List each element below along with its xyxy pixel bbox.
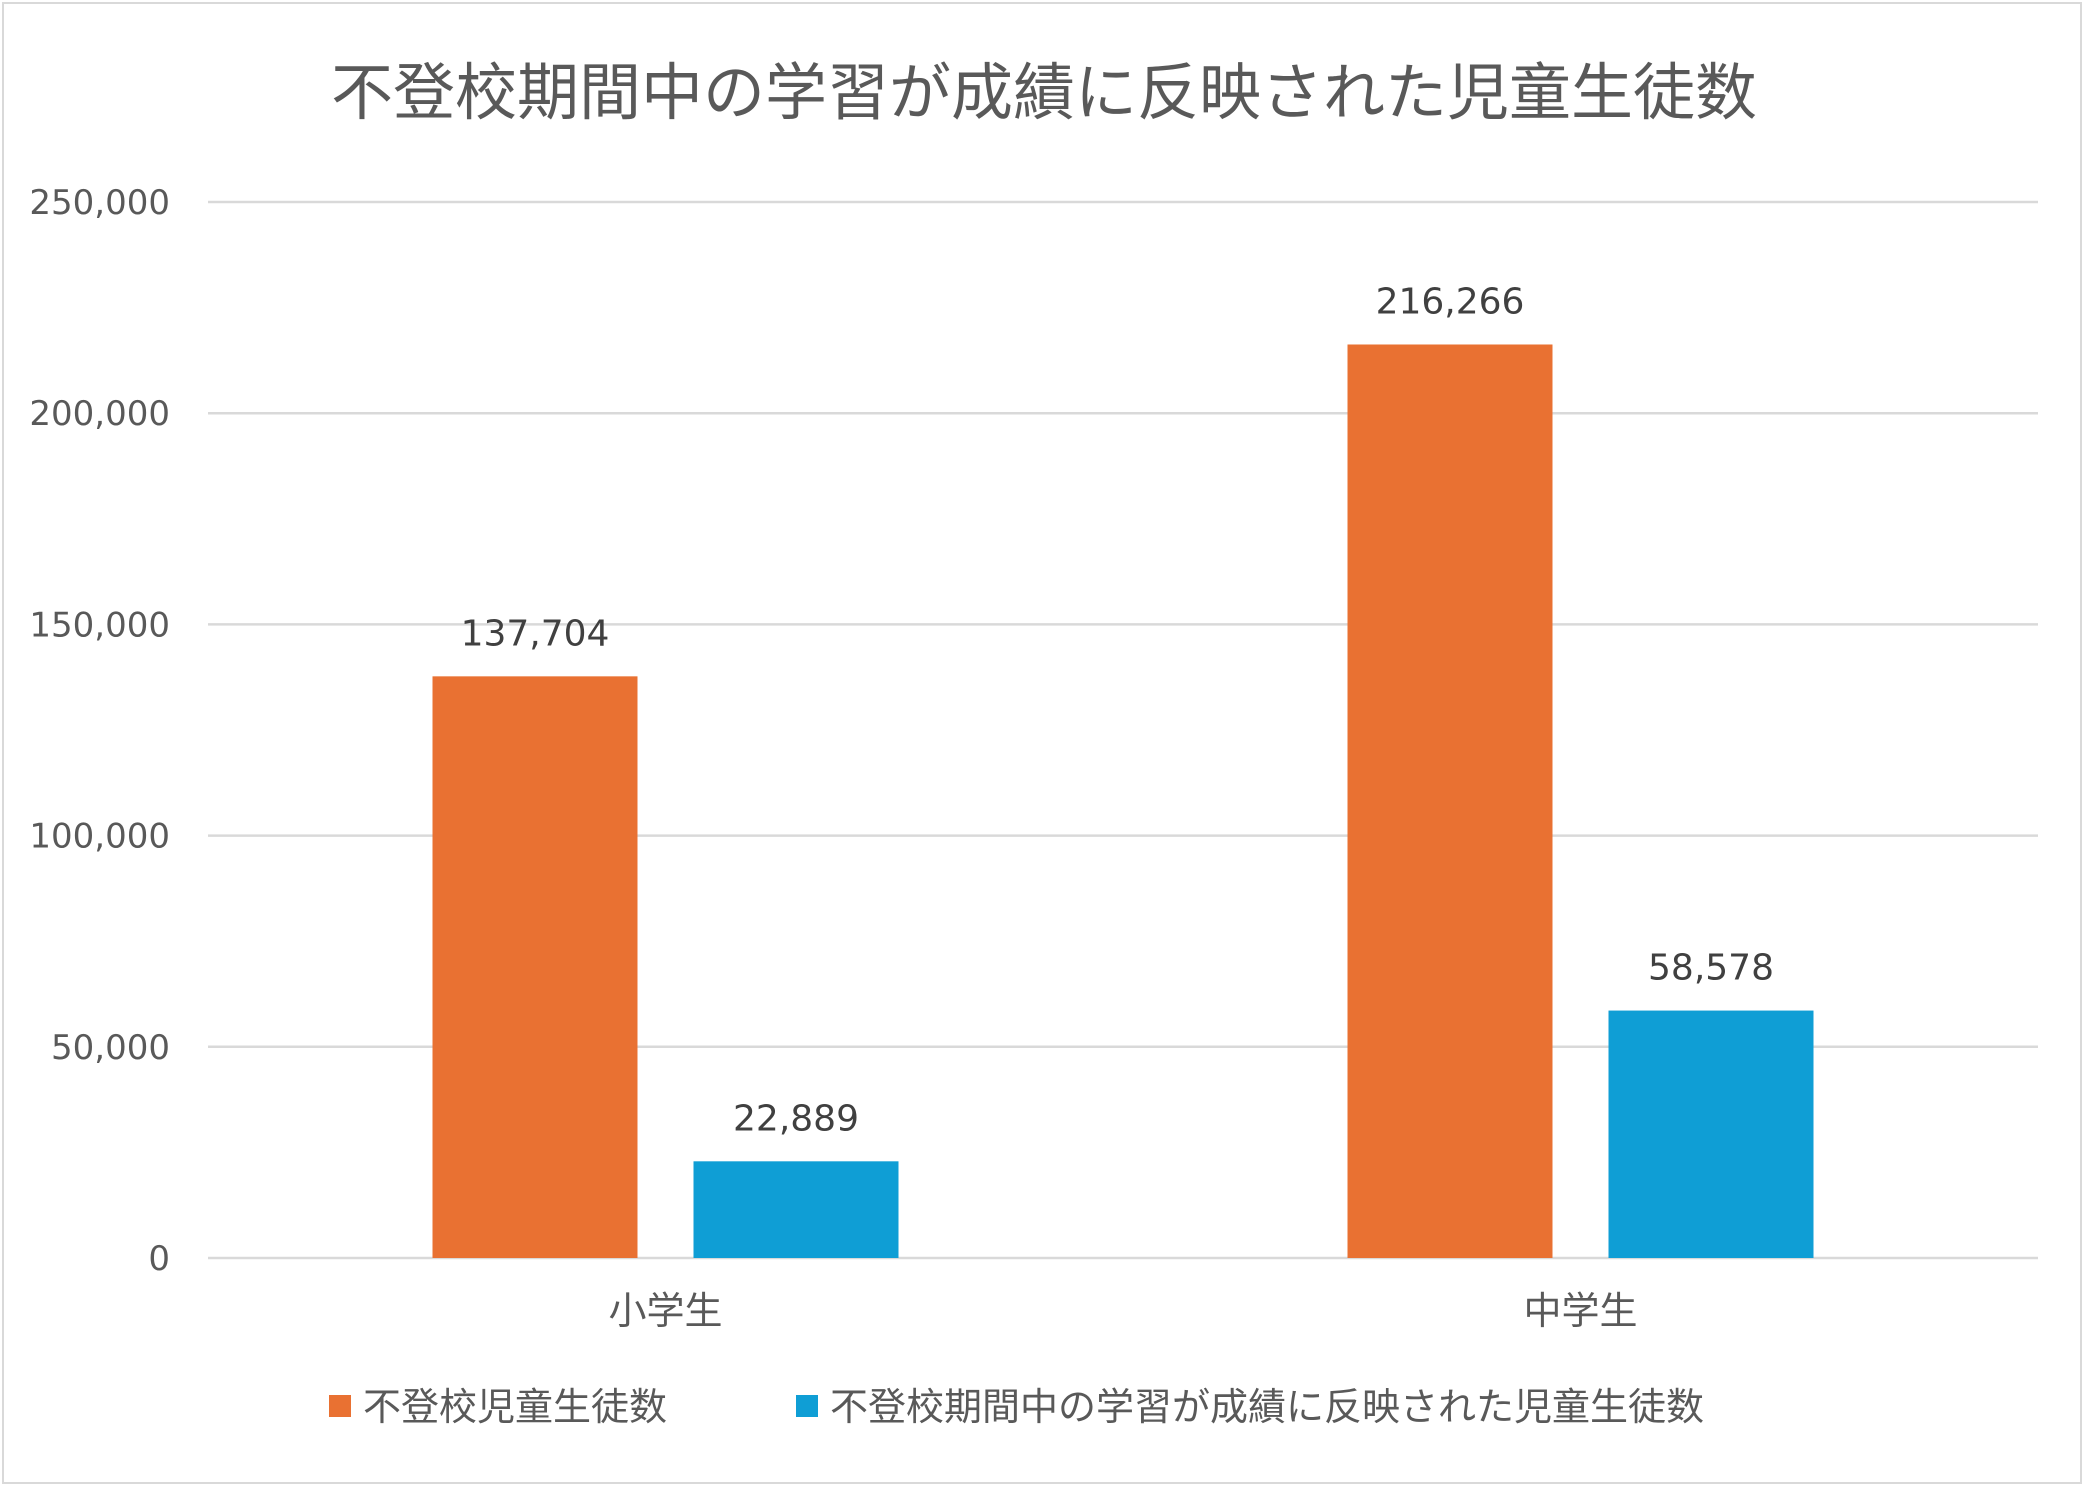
bar-series1-2 [1347, 344, 1553, 1258]
x-category-label: 小学生 [608, 1289, 722, 1333]
data-label: 137,704 [461, 613, 610, 654]
bar-series1-1 [432, 676, 638, 1258]
data-label: 216,266 [1376, 281, 1525, 322]
y-tick-label: 100,000 [29, 817, 170, 857]
legend: 不登校児童生徒数 不登校期間中の学習が成績に反映された児童生徒数 [329, 1385, 1704, 1429]
x-category-label: 中学生 [1523, 1289, 1637, 1333]
data-label: 58,578 [1648, 948, 1774, 989]
y-tick-label: 0 [148, 1239, 170, 1279]
legend-label-2: 不登校期間中の学習が成績に反映された児童生徒数 [830, 1385, 1704, 1429]
legend-swatch-2 [796, 1395, 818, 1417]
chart-title: 不登校期間中の学習が成績に反映された児童生徒数 [331, 56, 1757, 129]
y-axis-ticks: 0 50,000 100,000 150,000 200,000 250,000 [29, 183, 170, 1279]
y-tick-label: 250,000 [29, 183, 170, 223]
y-tick-label: 150,000 [29, 605, 170, 645]
legend-swatch-1 [329, 1395, 351, 1417]
y-tick-label: 50,000 [51, 1028, 170, 1068]
bar-series2-1 [693, 1161, 899, 1258]
legend-label-1: 不登校児童生徒数 [363, 1385, 667, 1429]
data-label: 22,889 [733, 1098, 859, 1139]
bars [432, 344, 1814, 1258]
bar-series2-2 [1608, 1010, 1814, 1258]
bar-chart: 不登校期間中の学習が成績に反映された児童生徒数 0 50,000 100,000 15… [29, 56, 2038, 1429]
y-tick-label: 200,000 [29, 394, 170, 434]
data-labels: 137,704 22,889 216,266 58,578 [461, 281, 1774, 1139]
x-axis-categories: 小学生 中学生 [608, 1289, 1637, 1333]
